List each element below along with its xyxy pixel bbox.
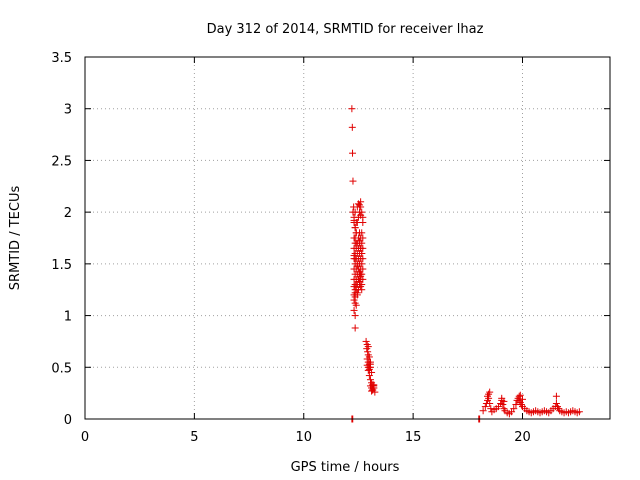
data-point xyxy=(486,399,494,407)
data-point xyxy=(481,403,489,411)
data-point xyxy=(349,149,357,157)
y-tick-label: 1.5 xyxy=(51,258,72,273)
data-point xyxy=(353,262,361,270)
data-point xyxy=(366,360,374,368)
data-points xyxy=(348,105,583,423)
y-tick-label: 2 xyxy=(64,206,72,221)
y-tick-label: 3.5 xyxy=(51,51,72,66)
data-point xyxy=(500,397,508,405)
data-point xyxy=(356,201,364,209)
data-point xyxy=(359,234,367,242)
data-point xyxy=(358,250,366,258)
data-point xyxy=(352,301,360,309)
plot-frame xyxy=(84,56,611,420)
data-point xyxy=(357,211,365,219)
data-point xyxy=(350,306,358,314)
grid-lines xyxy=(85,57,610,419)
y-tick-label: 0 xyxy=(64,413,72,428)
data-point xyxy=(351,224,359,232)
data-point xyxy=(510,405,518,413)
data-point xyxy=(356,277,364,285)
x-tick-label: 15 xyxy=(405,430,422,445)
data-point xyxy=(349,177,357,185)
data-point xyxy=(499,401,507,409)
data-point xyxy=(515,392,523,400)
data-point xyxy=(359,255,367,263)
data-point xyxy=(351,255,359,263)
data-point xyxy=(370,384,378,392)
data-point xyxy=(356,237,364,245)
data-point xyxy=(358,229,366,237)
data-point xyxy=(358,208,366,216)
x-tick-label: 5 xyxy=(190,430,198,445)
axis-ticks: 0 5 10 15 20 0 0.5 1 1.5 2 2.5 3 3.5 xyxy=(51,51,610,445)
data-point xyxy=(552,392,560,400)
data-point xyxy=(351,208,359,216)
data-point xyxy=(359,265,367,273)
data-point xyxy=(362,337,370,345)
data-point xyxy=(350,296,358,304)
data-point xyxy=(364,348,372,356)
data-point xyxy=(575,408,583,416)
y-tick-label: 1 xyxy=(64,310,72,325)
data-point xyxy=(357,244,365,252)
data-point xyxy=(351,324,359,332)
y-axis-label: SRMTID / TECUs xyxy=(8,186,23,291)
data-point xyxy=(516,391,524,399)
data-point xyxy=(363,345,371,353)
data-point xyxy=(359,218,367,226)
data-point xyxy=(353,289,361,297)
x-tick-label: 20 xyxy=(514,430,531,445)
data-point xyxy=(485,390,493,398)
x-tick-label: 0 xyxy=(81,430,89,445)
y-tick-label: 3 xyxy=(64,103,72,118)
data-point xyxy=(348,105,356,113)
data-point xyxy=(351,312,359,320)
data-point xyxy=(348,123,356,131)
data-point xyxy=(350,216,358,224)
data-point xyxy=(357,198,365,206)
data-point xyxy=(519,395,526,403)
y-tick-label: 0.5 xyxy=(51,361,72,376)
data-point xyxy=(358,286,366,294)
x-axis-label: GPS time / hours xyxy=(291,460,400,475)
data-point xyxy=(363,355,371,363)
data-point xyxy=(371,388,379,396)
data-point xyxy=(350,252,358,260)
x-tick-label: 10 xyxy=(295,430,312,445)
data-point xyxy=(366,376,374,384)
data-point xyxy=(479,407,487,415)
data-point xyxy=(357,270,365,278)
data-point xyxy=(358,260,366,268)
data-point xyxy=(552,399,560,407)
data-point xyxy=(365,363,373,371)
data-point xyxy=(351,234,359,242)
chart-title: Day 312 of 2014, SRMTID for receiver lha… xyxy=(207,22,484,37)
data-point xyxy=(365,372,373,380)
y-tick-label: 2.5 xyxy=(51,154,72,169)
